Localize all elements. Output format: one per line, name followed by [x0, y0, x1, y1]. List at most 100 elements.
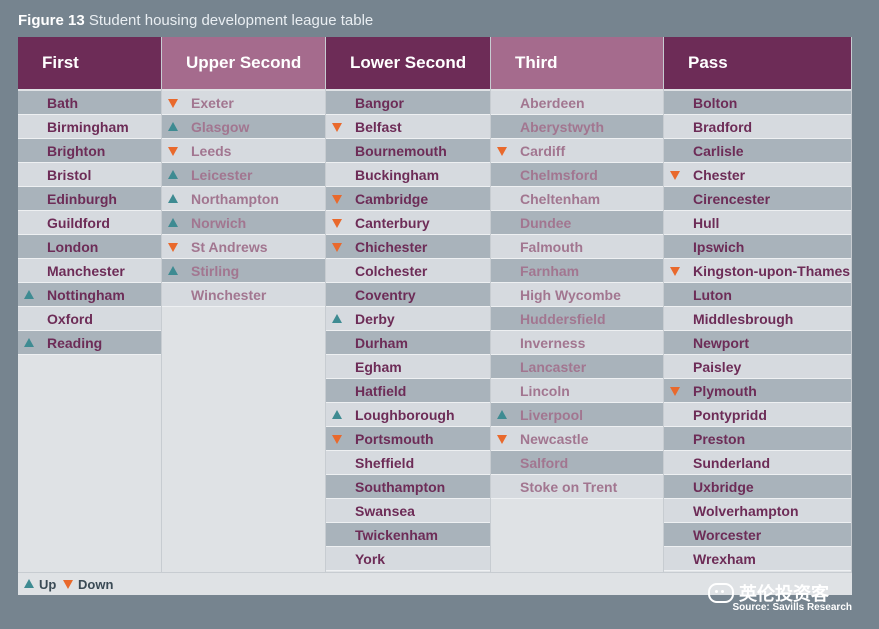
city-name: Ipswich: [693, 239, 745, 255]
city-name: Oxford: [47, 311, 93, 327]
city-name: Egham: [355, 359, 402, 375]
city-name: Wolverhampton: [693, 503, 799, 519]
table-row: Chichester: [326, 235, 490, 259]
table-row: Portsmouth: [326, 427, 490, 451]
table-row: Bristol: [18, 163, 161, 187]
table-row: Hull: [664, 211, 851, 235]
up-arrow-icon: [168, 218, 178, 227]
down-arrow-icon: [497, 435, 507, 444]
table-row: Durham: [326, 331, 490, 355]
down-arrow-icon: [332, 243, 342, 252]
city-name: Kingston-upon-Thames: [693, 263, 851, 279]
city-name: Bournemouth: [355, 143, 447, 159]
down-arrow-icon: [168, 243, 178, 252]
table-row: Leicester: [162, 163, 325, 187]
table-row: Inverness: [491, 331, 663, 355]
table-row: Falmouth: [491, 235, 663, 259]
city-name: Paisley: [693, 359, 742, 375]
down-arrow-icon: [670, 171, 680, 180]
column-header: First: [18, 37, 161, 89]
city-name: Buckingham: [355, 167, 440, 183]
city-name: Bradford: [693, 119, 753, 135]
city-name: Liverpool: [520, 407, 584, 423]
city-name: Chester: [693, 167, 746, 183]
figure-title: Figure 13 Student housing development le…: [18, 12, 373, 29]
table-row: Exeter: [162, 91, 325, 115]
table-row: Aberystwyth: [491, 115, 663, 139]
legend-down-label: Down: [78, 577, 114, 592]
legend: Up Down: [18, 572, 852, 595]
city-name: Huddersfield: [520, 311, 606, 327]
table-row: Cambridge: [326, 187, 490, 211]
table-row: Loughborough: [326, 403, 490, 427]
city-name: Leicester: [191, 167, 253, 183]
city-name: Reading: [47, 335, 103, 351]
column-upper-second: Upper Second Exeter Glasgow Leeds Leicester N…: [162, 37, 326, 572]
city-name: Southampton: [355, 479, 446, 495]
table-row: Norwich: [162, 211, 325, 235]
table-row: Chelmsford: [491, 163, 663, 187]
city-name: Bath: [47, 95, 79, 111]
city-name: Swansea: [355, 503, 415, 519]
table-row: Glasgow: [162, 115, 325, 139]
table-row: Stirling: [162, 259, 325, 283]
up-arrow-icon: [332, 410, 342, 419]
table-row: Manchester: [18, 259, 161, 283]
table-row: Swansea: [326, 499, 490, 523]
table-row: Paisley: [664, 355, 851, 379]
table-row: Bolton: [664, 91, 851, 115]
city-name: York: [355, 551, 386, 567]
up-arrow-icon: [24, 338, 34, 347]
city-name: Exeter: [191, 95, 234, 111]
table-row: Belfast: [326, 115, 490, 139]
table-row: Winchester: [162, 283, 325, 307]
city-name: Nottingham: [47, 287, 125, 303]
city-name: Newcastle: [520, 431, 589, 447]
column-header: Pass: [664, 37, 851, 89]
city-name: Hull: [693, 215, 720, 231]
down-arrow-icon: [63, 580, 73, 589]
table-row: Leeds: [162, 139, 325, 163]
city-name: Lancaster: [520, 359, 587, 375]
city-name: Glasgow: [191, 119, 250, 135]
column-first: First Bath Birmingham Brighton Bristol Edinbu…: [18, 37, 162, 572]
table-row: Cheltenham: [491, 187, 663, 211]
down-arrow-icon: [332, 435, 342, 444]
table-row: Plymouth: [664, 379, 851, 403]
up-arrow-icon: [24, 290, 34, 299]
table-row: St Andrews: [162, 235, 325, 259]
city-name: Cheltenham: [520, 191, 601, 207]
legend-up-label: Up: [39, 577, 57, 592]
city-name: Preston: [693, 431, 746, 447]
figure-label: Figure 13: [18, 12, 85, 29]
table-row: Buckingham: [326, 163, 490, 187]
table-row: Preston: [664, 427, 851, 451]
table-row: Liverpool: [491, 403, 663, 427]
table-row: Farnham: [491, 259, 663, 283]
city-name: Wrexham: [693, 551, 756, 567]
city-name: Worcester: [693, 527, 762, 543]
up-arrow-icon: [168, 122, 178, 131]
city-name: Portsmouth: [355, 431, 434, 447]
city-name: Luton: [693, 287, 732, 303]
city-name: Colchester: [355, 263, 428, 279]
city-name: Winchester: [191, 287, 267, 303]
table-row: Bath: [18, 91, 161, 115]
up-arrow-icon: [497, 410, 507, 419]
watermark: 英伦投资客: [708, 580, 829, 606]
city-name: Lincoln: [520, 383, 570, 399]
table-row: Nottingham: [18, 283, 161, 307]
city-name: Canterbury: [355, 215, 430, 231]
table-row: Brighton: [18, 139, 161, 163]
table-row: Colchester: [326, 259, 490, 283]
table-row: Salford: [491, 451, 663, 475]
table-row: London: [18, 235, 161, 259]
table-row: Lancaster: [491, 355, 663, 379]
table-row: Huddersfield: [491, 307, 663, 331]
watermark-text: 英伦投资客: [739, 584, 829, 604]
table-row: Bangor: [326, 91, 490, 115]
column-header: Third: [491, 37, 663, 89]
table-row: Uxbridge: [664, 475, 851, 499]
city-name: Stoke on Trent: [520, 479, 618, 495]
table-row: Pontypridd: [664, 403, 851, 427]
